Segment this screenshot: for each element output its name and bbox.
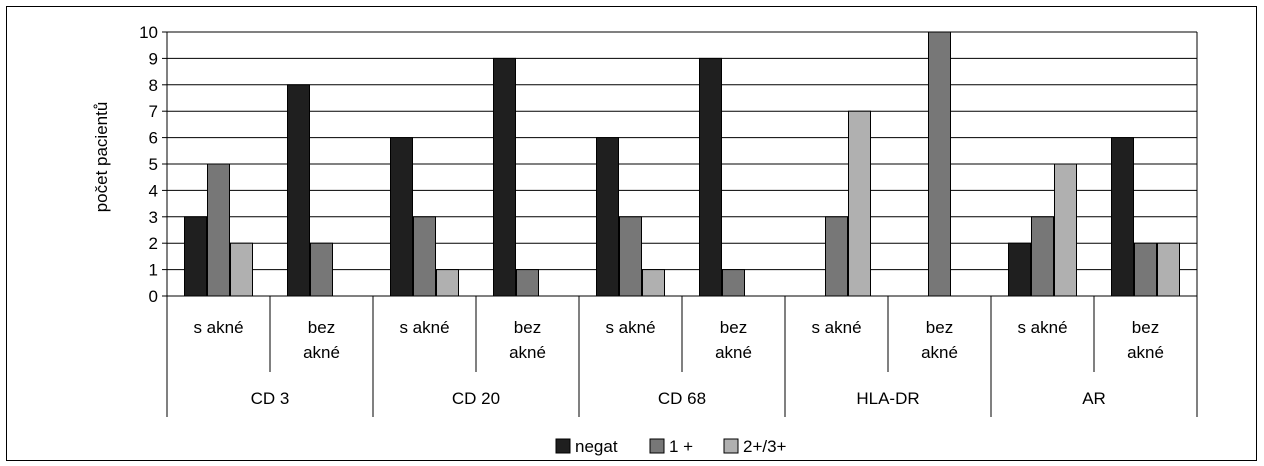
bar — [230, 242, 253, 297]
x-group-label: CD 68 — [658, 389, 706, 408]
x-group-label: CD 3 — [251, 389, 290, 408]
bar — [596, 137, 619, 297]
bar — [390, 137, 413, 297]
x-category-label: s akné — [811, 318, 861, 337]
x-category-label: akné — [303, 343, 340, 362]
bar — [1111, 137, 1134, 297]
x-group-label: HLA-DR — [856, 389, 919, 408]
chart-svg: počet pacientů 0 1 2 3 4 5 6 7 8 9 10 s akné bez akné… — [92, 23, 1198, 456]
bar — [287, 84, 310, 297]
x-category-label: bez — [1132, 318, 1159, 337]
y-tick-label: 4 — [149, 181, 158, 200]
x-category-label: s akné — [399, 318, 449, 337]
y-tick-label: 2 — [149, 234, 158, 253]
chart-frame: počet pacientů 0 1 2 3 4 5 6 7 8 9 10 s akné bez akné… — [6, 6, 1257, 461]
y-tick-label: 7 — [149, 102, 158, 121]
bar — [436, 269, 459, 297]
y-tick-label: 5 — [149, 155, 158, 174]
bar — [1134, 242, 1157, 297]
y-tick-label: 10 — [139, 23, 158, 42]
x-category-label: bez — [514, 318, 541, 337]
bar — [642, 269, 665, 297]
legend-label: 1 + — [669, 437, 693, 456]
x-category-label: s akné — [193, 318, 243, 337]
bar — [184, 216, 207, 297]
y-tick-label: 1 — [149, 261, 158, 280]
bar — [1031, 216, 1054, 297]
x-category-label: s akné — [1017, 318, 1067, 337]
legend-swatch — [649, 438, 665, 454]
legend-swatch — [723, 438, 739, 454]
bar — [1054, 163, 1077, 297]
x-category-label: bez — [720, 318, 747, 337]
bar — [619, 216, 642, 297]
legend-label: negat — [575, 437, 618, 456]
y-tick-label: 8 — [149, 76, 158, 95]
bar — [848, 110, 871, 297]
x-group-label: AR — [1082, 389, 1106, 408]
bar — [722, 269, 745, 297]
bar — [413, 216, 436, 297]
x-group-label: CD 20 — [452, 389, 500, 408]
y-axis-title: počet pacientů — [92, 102, 111, 213]
y-tick-label: 6 — [149, 129, 158, 148]
legend-swatch — [555, 438, 571, 454]
x-category-label: bez — [308, 318, 335, 337]
bar — [516, 269, 539, 297]
bar — [1157, 242, 1180, 297]
bar — [207, 163, 230, 297]
y-tick-label: 9 — [149, 49, 158, 68]
x-category-label: bez — [926, 318, 953, 337]
x-category-label: akné — [1127, 343, 1164, 362]
bar — [699, 57, 722, 297]
bar — [1008, 242, 1031, 297]
y-tick-label: 3 — [149, 208, 158, 227]
y-tick-label: 0 — [149, 287, 158, 306]
x-category-label: akné — [921, 343, 958, 362]
x-category-label: akné — [715, 343, 752, 362]
x-category-label: akné — [509, 343, 546, 362]
bar — [825, 216, 848, 297]
bar — [310, 242, 333, 297]
bar — [928, 31, 951, 297]
x-category-label: s akné — [605, 318, 655, 337]
legend-label: 2+/3+ — [743, 437, 787, 456]
bar — [493, 57, 516, 297]
